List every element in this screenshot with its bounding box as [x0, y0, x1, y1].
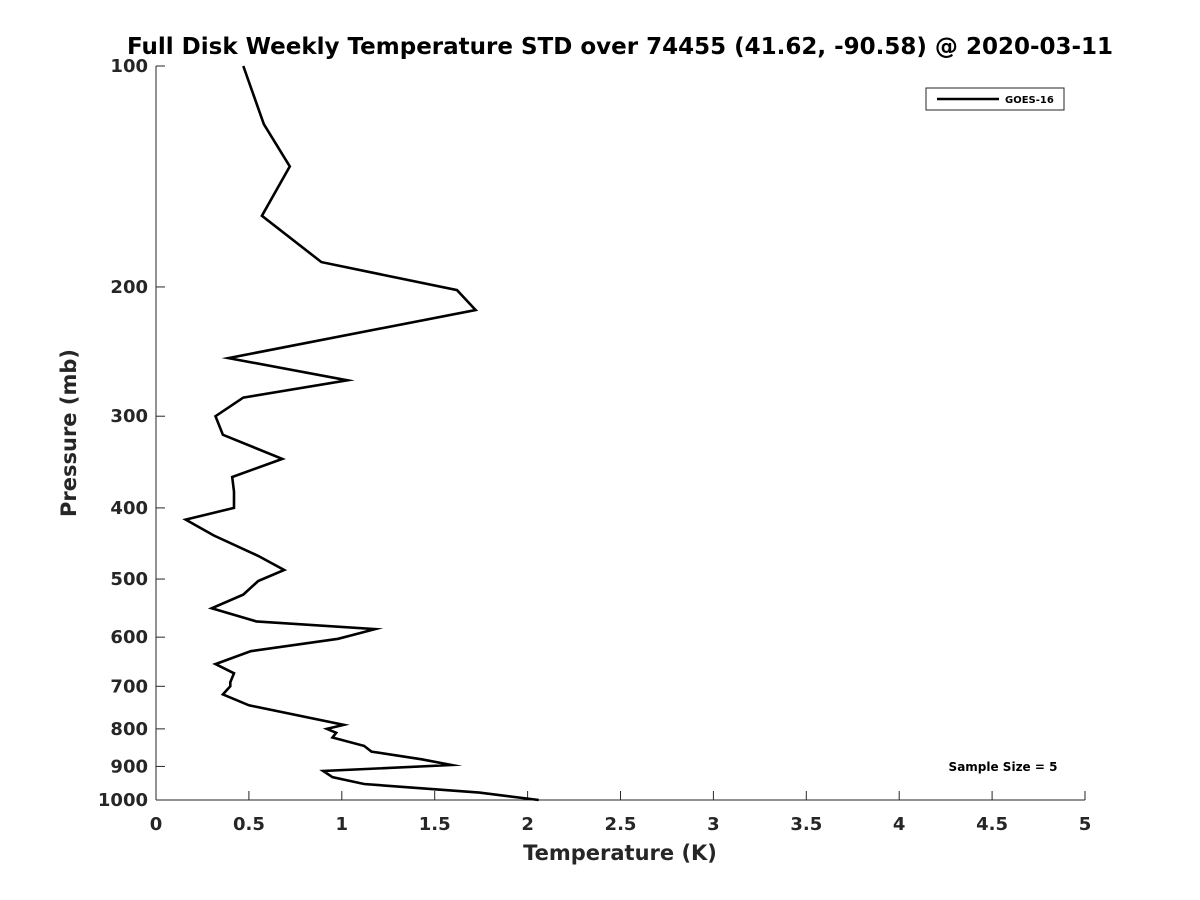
- x-tick-label: 4.5: [976, 814, 1008, 835]
- y-tick-label: 800: [110, 719, 148, 740]
- x-axis-label: Temperature (K): [523, 841, 717, 865]
- x-tick-label: 3.5: [790, 814, 822, 835]
- legend: GOES-16: [925, 87, 1065, 111]
- y-tick-label: 500: [110, 569, 148, 590]
- x-tick-label: 1: [336, 814, 349, 835]
- x-tick-label: 3: [707, 814, 720, 835]
- y-tick-label: 700: [110, 676, 148, 697]
- y-tick-label: 900: [110, 756, 148, 777]
- y-tick-label: 100: [110, 56, 148, 77]
- y-tick-label: 600: [110, 627, 148, 648]
- x-axis-ticks: 0 0.5 1 1.5 2 2.5 3 3.5 4 4.5 5: [150, 791, 1092, 835]
- x-tick-label: 2.5: [605, 814, 637, 835]
- x-tick-label: 0.5: [233, 814, 265, 835]
- y-tick-label: 200: [110, 277, 148, 298]
- series-layer: [182, 65, 539, 802]
- x-tick-label: 1.5: [419, 814, 451, 835]
- y-axis-ticks: 100 200 300 400 500 600 700 800 900 1000: [98, 56, 165, 811]
- plot-axes: [155, 66, 1085, 801]
- y-tick-label: 1000: [98, 790, 148, 811]
- x-tick-label: 4: [893, 814, 906, 835]
- x-tick-label: 2: [521, 814, 534, 835]
- sample-size-annotation: Sample Size = 5: [949, 760, 1058, 774]
- series-line-goes-16: [182, 65, 539, 802]
- y-axis-label: Pressure (mb): [57, 349, 81, 517]
- x-tick-label: 0: [150, 814, 163, 835]
- x-tick-label: 5: [1079, 814, 1092, 835]
- y-tick-label: 300: [110, 406, 148, 427]
- y-tick-label: 400: [110, 498, 148, 519]
- legend-entry-goes-16: GOES-16: [1005, 95, 1054, 106]
- chart-title: Full Disk Weekly Temperature STD over 74…: [127, 34, 1113, 60]
